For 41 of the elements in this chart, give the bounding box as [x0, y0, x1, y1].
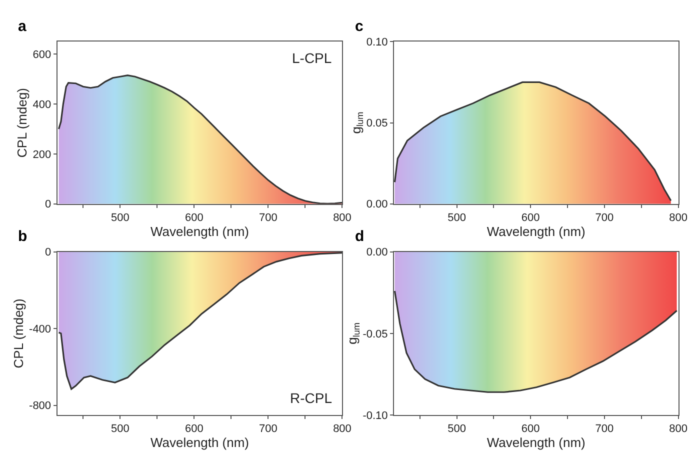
y-tick-label: 0.00	[366, 198, 388, 211]
x-axis-title: Wavelength (nm)	[486, 435, 586, 450]
x-axis-title: Wavelength (nm)	[486, 224, 586, 240]
y-tick-label: 0	[44, 198, 52, 211]
x-tick-label: 800	[669, 212, 688, 224]
y-tick-label: -0.10	[362, 410, 388, 422]
x-tick-label: 700	[595, 212, 614, 224]
chart-title: b	[18, 228, 28, 245]
y-tick-label: 0.10	[366, 36, 388, 49]
y-tick-label: -0.05	[362, 328, 388, 340]
x-tick-label: 700	[259, 423, 278, 436]
annotation: R-CPL	[290, 390, 332, 406]
x-tick-label: 600	[521, 212, 540, 224]
x-tick-label: 800	[333, 423, 352, 436]
y-tick-label: 0.05	[366, 118, 388, 130]
x-tick-label: 500	[111, 212, 130, 224]
x-tick-label: 600	[185, 423, 204, 436]
x-tick-label: 800	[669, 423, 688, 436]
y-axis-title: CPL (mdeg)	[10, 298, 26, 368]
x-tick-label: 500	[448, 212, 466, 224]
chart-title: c	[355, 18, 364, 35]
annotation: L-CPL	[292, 50, 332, 66]
y-tick-label: 200	[32, 148, 52, 161]
y-axis-title: CPL (mdeg)	[14, 88, 30, 158]
y-tick-label: 400	[32, 98, 52, 111]
y-tick-label: -400	[29, 323, 52, 336]
x-tick-label: 800	[333, 212, 352, 224]
x-tick-label: 500	[111, 423, 130, 436]
x-axis-title: Wavelength (nm)	[150, 435, 250, 450]
x-tick-label: 500	[448, 423, 466, 436]
x-tick-label: 600	[521, 423, 540, 436]
x-axis-title: Wavelength (nm)	[150, 224, 250, 240]
y-tick-label: -800	[29, 400, 52, 412]
y-tick-label: 0.00	[366, 246, 388, 259]
y-tick-label: 600	[32, 49, 52, 62]
x-tick-label: 600	[185, 212, 204, 224]
x-tick-label: 700	[595, 423, 614, 436]
y-tick-label: 0	[44, 246, 52, 259]
chart-title: a	[18, 18, 27, 35]
x-tick-label: 700	[259, 212, 278, 224]
chart-title: d	[355, 228, 364, 245]
